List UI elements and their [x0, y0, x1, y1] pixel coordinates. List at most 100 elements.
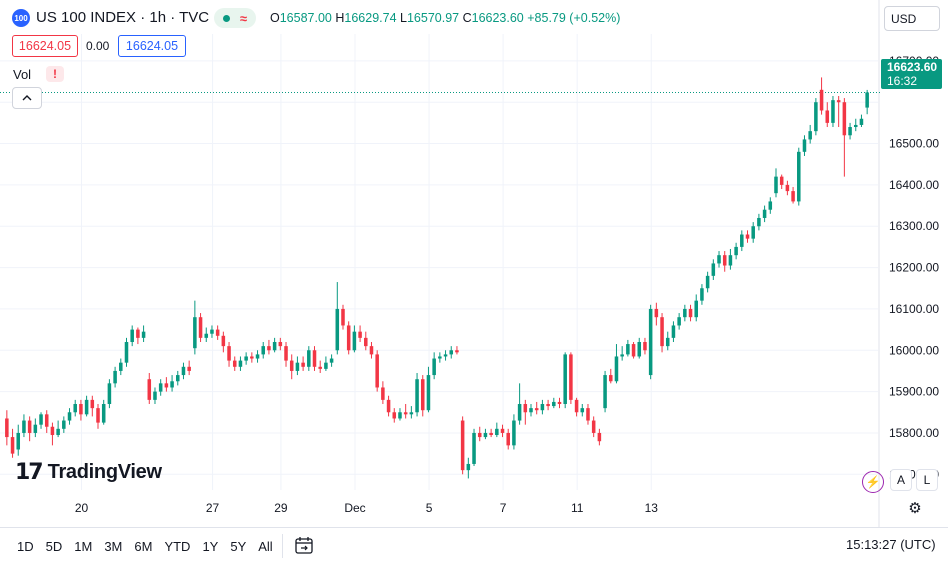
candle — [711, 259, 716, 280]
lightning-icon[interactable]: ⚡ — [862, 471, 884, 493]
range-button-1y[interactable]: 1Y — [202, 538, 219, 554]
range-button-3m[interactable]: 3M — [104, 538, 123, 554]
candle — [660, 313, 664, 353]
candle — [210, 325, 214, 338]
volume-indicator-label[interactable]: Vol — [13, 67, 32, 82]
candle — [426, 366, 431, 413]
candle — [500, 424, 505, 438]
range-button-ytd[interactable]: YTD — [164, 538, 191, 554]
buy-button[interactable]: 16624.05 — [118, 35, 186, 57]
candle — [147, 373, 152, 405]
candle — [39, 412, 43, 429]
candle — [648, 304, 653, 380]
y-tick-label: 15900.00 — [889, 385, 939, 399]
range-buttons: 1D 5D 1M 3M 6M YTD 1Y 5Y All — [11, 534, 279, 558]
candle — [301, 356, 305, 371]
low-label: L — [400, 11, 407, 25]
candle — [586, 404, 590, 425]
symbol-logo-icon: 100 — [12, 9, 30, 27]
candle — [802, 135, 807, 156]
range-button-5d[interactable]: 5D — [45, 538, 63, 554]
candle — [295, 356, 300, 376]
candle — [141, 325, 146, 342]
x-axis[interactable]: 20 27 29 Dec 5 7 11 13 — [75, 501, 658, 515]
y-tick-label: 16200.00 — [889, 261, 939, 275]
x-tick-label: 27 — [206, 501, 220, 515]
candle — [438, 352, 442, 363]
open-label: O — [270, 11, 280, 25]
candle — [352, 325, 357, 353]
gear-icon[interactable]: ⚙ — [908, 500, 922, 517]
calendar-icon[interactable] — [293, 534, 315, 556]
candle — [341, 304, 345, 330]
sell-button[interactable]: 16624.05 — [12, 35, 78, 57]
x-tick-label: 13 — [645, 501, 659, 515]
warning-icon[interactable]: ! — [46, 66, 64, 82]
candle — [774, 168, 778, 198]
tradingview-logo[interactable]: 17 TradingView — [15, 460, 162, 485]
candle — [67, 408, 72, 425]
candle — [506, 428, 510, 450]
candle — [740, 230, 744, 252]
candle — [284, 341, 288, 367]
candle — [814, 98, 818, 136]
candle — [654, 302, 659, 326]
time-zone-readout[interactable]: 15:13:27 (UTC) — [846, 537, 936, 552]
candle — [523, 399, 528, 425]
candle — [409, 406, 414, 419]
candle — [683, 304, 687, 322]
candle — [449, 346, 454, 359]
candle — [848, 122, 852, 140]
candle — [785, 180, 790, 196]
candle — [603, 370, 607, 413]
candle — [671, 321, 676, 342]
currency-select[interactable]: USD — [884, 6, 940, 31]
candle — [529, 404, 533, 417]
market-status-pill[interactable]: ≈ — [214, 8, 256, 28]
tradingview-wordmark: TradingView — [47, 461, 162, 483]
candle — [33, 418, 38, 438]
candle — [694, 294, 698, 322]
candle — [620, 346, 624, 361]
symbol-title[interactable]: US 100 INDEX · 1h · TVC — [36, 9, 210, 26]
x-tick-label: Dec — [344, 501, 365, 515]
candle — [637, 337, 642, 359]
chart-grid — [0, 0, 880, 527]
candle — [460, 416, 465, 475]
candle — [84, 395, 89, 417]
x-tick-label: 20 — [75, 501, 89, 515]
chevron-up-icon — [22, 95, 32, 101]
range-button-5y[interactable]: 5Y — [230, 538, 247, 554]
candle — [466, 457, 471, 479]
candle — [181, 362, 186, 380]
candle — [10, 428, 15, 458]
low-value: 16570.97 — [406, 11, 460, 25]
candle — [420, 375, 425, 417]
log-scale-button[interactable]: L — [916, 469, 938, 491]
candle — [90, 395, 95, 417]
auto-scale-button[interactable]: A — [890, 469, 912, 491]
candle — [626, 339, 630, 357]
candle — [56, 420, 60, 438]
candle — [700, 284, 704, 305]
ohlc-legend: O16587.00 H16629.74 L16570.97 C16623.60 … — [270, 11, 620, 25]
range-button-1m[interactable]: 1M — [74, 538, 93, 554]
candle — [591, 416, 596, 438]
y-axis[interactable]: 15700.0015800.0015900.0016000.0016100.00… — [889, 54, 939, 481]
candle — [255, 350, 260, 363]
range-button-6m[interactable]: 6M — [134, 538, 153, 554]
range-button-1d[interactable]: 1D — [17, 538, 34, 554]
candle — [198, 313, 203, 342]
bottom-toolbar: 1D 5D 1M 3M 6M YTD 1Y 5Y All 15:13:27 (UTC) — [0, 527, 948, 562]
candle — [688, 304, 693, 322]
candle — [563, 352, 567, 409]
range-button-all[interactable]: All — [258, 538, 273, 554]
candle — [734, 242, 738, 260]
candle — [751, 222, 755, 243]
candle — [477, 426, 482, 442]
open-value: 16587.00 — [279, 11, 332, 25]
collapse-indicators-button[interactable] — [12, 87, 42, 109]
x-tick-label: 5 — [426, 501, 433, 515]
x-tick-label: 29 — [274, 501, 288, 515]
